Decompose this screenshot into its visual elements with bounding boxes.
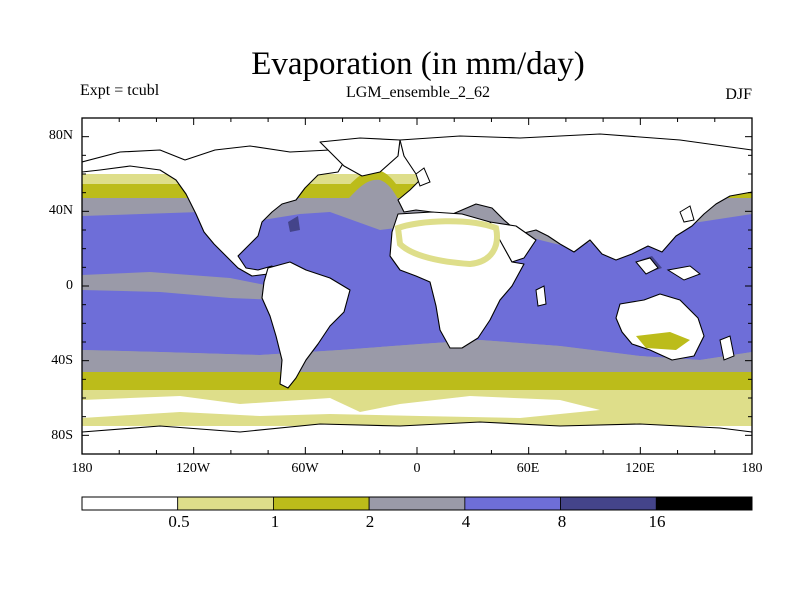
eurasia — [397, 133, 752, 261]
island-japan — [679, 205, 695, 223]
x-tick-label: 60E — [516, 461, 540, 476]
colorbar-label: 2 — [365, 512, 375, 531]
band-south-0-05 — [82, 396, 600, 418]
south-america — [261, 261, 351, 389]
x-tick-label: 180 — [71, 461, 93, 476]
evaporation-field — [82, 118, 752, 454]
colorbar-label: 0.5 — [168, 512, 190, 531]
colorbar-box — [655, 496, 753, 511]
colorbar-box — [177, 496, 274, 511]
y-tick-label: 40S — [51, 353, 73, 368]
band-4-8 — [82, 212, 752, 360]
island-new-zealand — [719, 335, 735, 361]
x-tick-label: 0 — [413, 461, 421, 476]
pacific-cold-tongue — [82, 272, 280, 300]
map-title: Evaporation (in mm/day) — [251, 46, 585, 82]
experiment-label: Expt = tcubl — [80, 82, 160, 99]
colorbar-label: 8 — [557, 512, 567, 531]
island-borneo — [635, 257, 659, 275]
colorbar-label: 1 — [270, 512, 280, 531]
colorbar-box — [368, 496, 466, 511]
colorbar-label: 4 — [461, 512, 471, 531]
colorbar-box — [273, 496, 370, 511]
australia-interior — [636, 332, 690, 350]
run-name-label: LGM_ensemble_2_62 — [346, 84, 490, 101]
colorbar-box — [81, 496, 179, 511]
colorbar-frame — [81, 496, 753, 511]
band-2-4-south — [82, 340, 752, 376]
y-tick-label: 80S — [51, 428, 73, 443]
greenland — [319, 137, 401, 177]
colorbar — [81, 496, 753, 511]
y-tick-label: 0 — [66, 278, 73, 293]
y-tick-label: 40N — [48, 203, 73, 218]
y-tick-label: 80N — [48, 128, 73, 143]
north-america — [82, 145, 346, 279]
x-tick-label: 180 — [741, 461, 763, 476]
antarctica-coast — [82, 421, 752, 454]
colorbar-box — [560, 496, 657, 511]
axis-ticks — [81, 117, 753, 455]
x-tick-label: 120E — [625, 461, 655, 476]
sahara-region — [394, 218, 500, 268]
arabia — [489, 221, 537, 263]
x-tick-label: 120W — [175, 461, 211, 476]
island-new-guinea — [666, 265, 701, 281]
island-madagascar — [535, 285, 547, 307]
season-label: DJF — [725, 86, 752, 103]
islands — [415, 167, 735, 361]
band-south-1-2 — [82, 372, 752, 392]
colorbar-box — [464, 496, 561, 511]
colorbar-label: 16 — [648, 512, 666, 531]
x-tick-label: 60W — [291, 461, 319, 476]
patch-8-16-atlantic — [288, 216, 300, 232]
island-britain — [415, 167, 431, 187]
